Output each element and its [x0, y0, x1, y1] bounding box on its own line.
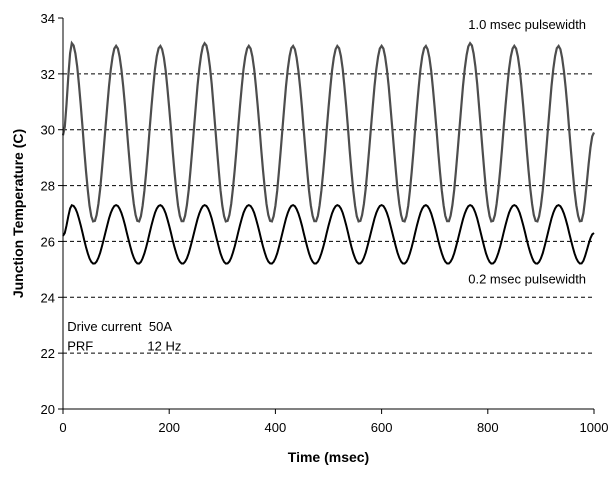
- annotation-text: Drive current 50A: [67, 319, 172, 334]
- x-tick-label: 800: [477, 420, 499, 435]
- x-tick-label: 200: [158, 420, 180, 435]
- gridlines: [63, 73, 594, 354]
- y-tick-label: 28: [41, 179, 55, 194]
- annotations: 1.0 msec pulsewidth 0.2 msec pulsewidth Dr…: [67, 17, 586, 353]
- y-tick-label: 20: [41, 402, 55, 417]
- y-tick-label: 30: [41, 123, 55, 138]
- y-tick-label: 22: [41, 346, 55, 361]
- y-axis-title: Junction Temperature (C): [10, 129, 26, 298]
- annotation-text: 0.2 msec pulsewidth: [468, 271, 586, 286]
- x-axis-title: Time (msec): [288, 449, 369, 465]
- data-series: [61, 40, 595, 265]
- x-tick-label: 400: [265, 420, 287, 435]
- series-line-pulse-1-0ms: [61, 40, 595, 223]
- x-tick-label: 1000: [580, 420, 609, 435]
- y-tick-label: 24: [41, 290, 55, 305]
- x-tick-label: 600: [371, 420, 393, 435]
- y-tick-label: 32: [41, 67, 55, 82]
- tick-labels: 0 200 400 600 800 1000 20 22 24 26 28 30 32 34: [41, 11, 609, 435]
- annotation-text: PRF 12 Hz: [67, 338, 181, 353]
- x-tick-label: 0: [59, 420, 66, 435]
- y-tick-label: 34: [41, 11, 55, 26]
- annotation-text: 1.0 msec pulsewidth: [468, 17, 586, 32]
- y-tick-label: 26: [41, 234, 55, 249]
- axes: [62, 18, 594, 410]
- series-line-pulse-0-2ms: [62, 203, 595, 265]
